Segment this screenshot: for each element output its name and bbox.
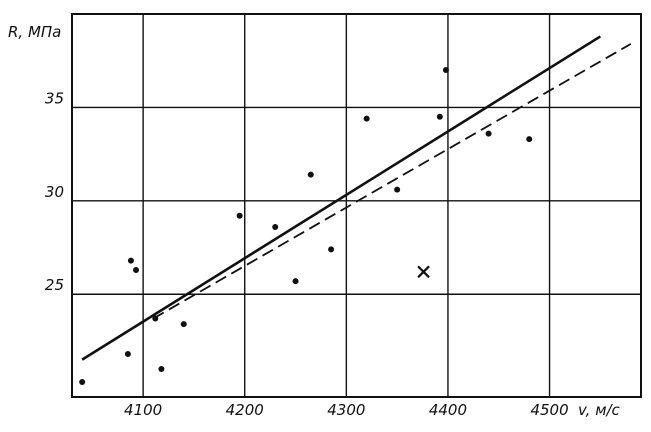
- data-point: [485, 130, 492, 137]
- x-axis-label: v, м/с: [578, 401, 621, 419]
- data-point: [363, 115, 370, 122]
- plot-frame: [71, 13, 642, 398]
- data-point: [394, 186, 401, 193]
- data-point: [152, 315, 159, 322]
- data-point: [79, 379, 86, 386]
- data-point: [526, 136, 533, 143]
- data-point: [292, 278, 299, 285]
- data-point: [442, 67, 449, 74]
- y-axis-label: R, МПа: [8, 23, 61, 41]
- y-tick-label: 35: [45, 89, 64, 107]
- outlier-x-marker: [417, 265, 430, 279]
- x-tick-label: 4300: [327, 401, 365, 419]
- y-tick-label: 30: [45, 183, 64, 201]
- data-point: [124, 351, 131, 358]
- data-point: [272, 223, 279, 230]
- x-tick-labels: 4100 4200 4300 4400 4500: [124, 401, 569, 419]
- y-tick-labels: 25 30 35: [45, 89, 64, 294]
- fit-lines: [81, 35, 632, 361]
- data-points: [79, 67, 533, 386]
- data-point: [127, 257, 134, 264]
- data-point: [133, 266, 140, 273]
- regression-line-dashed: [152, 43, 632, 320]
- y-tick-label: 25: [45, 276, 64, 294]
- data-point: [236, 212, 243, 219]
- x-tick-label: 4400: [429, 401, 467, 419]
- data-point: [158, 365, 165, 372]
- regression-line-solid: [81, 35, 602, 361]
- x-tick-label: 4500: [530, 401, 568, 419]
- data-point: [307, 171, 314, 178]
- x-tick-label: 4100: [124, 401, 162, 419]
- data-point: [180, 321, 187, 328]
- data-point: [328, 246, 335, 253]
- grid: [72, 14, 641, 397]
- x-tick-label: 4200: [226, 401, 264, 419]
- plot-border: [71, 13, 642, 398]
- data-point: [436, 113, 443, 120]
